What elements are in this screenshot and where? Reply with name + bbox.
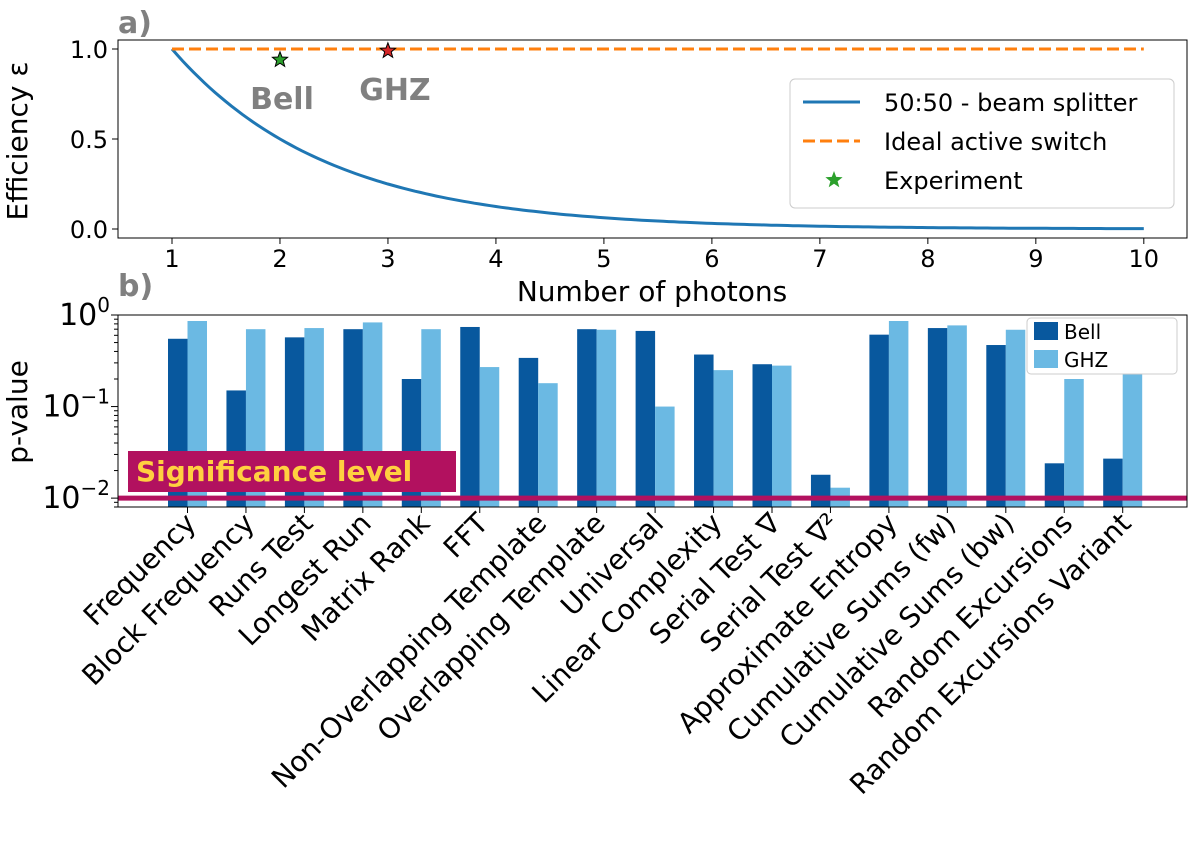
bar-bell [694, 354, 714, 507]
panel-b-x-ticks [187, 507, 1124, 513]
panel-b-legend: Bell GHZ [1026, 317, 1178, 375]
beam-splitter-curve [170, 48, 1144, 231]
bar-ghz [479, 367, 500, 507]
panel-b-y-ticks: 100 10−1 10−2 [42, 293, 118, 516]
panel-b: b) Significance level 100 10−1 10−2 p-valu… [1, 269, 1188, 801]
panel-a-y-label: Efficiency ε [1, 62, 34, 221]
y-tick-label: 10−2 [42, 476, 110, 516]
y-tick-label: 1.0 [70, 36, 108, 64]
legend-swatch-experiment [825, 171, 843, 188]
bar-ghz [1005, 329, 1026, 507]
legend-swatch-ghz [1034, 350, 1058, 368]
y-tick-label: 0.0 [70, 216, 108, 244]
bar-ghz [538, 383, 558, 507]
bar-ghz [772, 365, 792, 507]
x-tick-label: 2 [272, 245, 287, 273]
experiment-label-bell: Bell [250, 82, 314, 117]
panel-a-label: a) [118, 6, 152, 41]
panel-a-legend: 50:50 - beam splitter Ideal active switc… [789, 78, 1175, 209]
x-tick-label: 6 [704, 245, 719, 273]
bar-ghz [947, 325, 967, 507]
significance-label: Significance level [136, 455, 412, 488]
legend-label-beam-splitter: 50:50 - beam splitter [884, 89, 1137, 117]
x-tick-label: 8 [920, 245, 935, 273]
bar-ghz [596, 329, 617, 507]
x-tick-label: 1 [164, 245, 179, 273]
bar-bell [460, 326, 480, 507]
experiment-star-bell [271, 50, 289, 68]
legend-swatch-bell [1034, 322, 1058, 340]
x-tick-label: 5 [596, 245, 611, 273]
legend-label-ideal-switch: Ideal active switch [884, 128, 1107, 156]
panel-a-x-label: Number of photons [517, 275, 787, 308]
experiment-star-ghz [378, 41, 397, 59]
bar-bell [810, 474, 831, 507]
panel-b-label: b) [118, 269, 153, 304]
panel-a-legend-box [789, 78, 1175, 209]
panel-a-y-ticks: 0.0 0.5 1.0 [70, 36, 118, 244]
x-tick-label: 4 [488, 245, 503, 273]
panel-a-x-ticks: 1 2 3 4 5 6 7 8 9 10 [164, 238, 1159, 273]
bar-bell [518, 357, 539, 507]
legend-label-bell: Bell [1064, 320, 1101, 344]
bar-ghz [713, 370, 734, 507]
bar-bell [577, 329, 597, 507]
y-tick-label: 10−1 [42, 385, 110, 425]
bar-ghz [1122, 360, 1143, 507]
bar-bell [752, 364, 772, 507]
x-tick-label: 3 [380, 245, 395, 273]
bar-bell [927, 328, 948, 507]
x-tick-label: 10 [1129, 245, 1160, 273]
panel-b-y-label: p-value [1, 360, 34, 464]
panel-a: a) 1 2 3 4 5 6 7 8 9 10 0.0 0.5 1.0 Bell GHZ Number… [1, 6, 1188, 308]
bar-bell [635, 330, 656, 507]
panel-b-legend-box [1026, 317, 1178, 375]
y-tick-label: 0.5 [70, 126, 108, 154]
bar-bell [1103, 458, 1123, 507]
x-tick-label: 9 [1028, 245, 1043, 273]
x-tick-label: 7 [812, 245, 827, 273]
legend-label-experiment: Experiment [884, 167, 1023, 195]
experiment-label-ghz: GHZ [359, 73, 430, 108]
bar-bell [869, 334, 889, 507]
y-tick-label: 100 [59, 293, 110, 333]
bar-ghz [655, 406, 675, 507]
bar-bell [986, 345, 1006, 507]
bar-ghz [1064, 379, 1084, 507]
significance-label-box [128, 451, 456, 492]
bar-ghz [888, 320, 909, 507]
legend-label-ghz: GHZ [1064, 348, 1108, 372]
